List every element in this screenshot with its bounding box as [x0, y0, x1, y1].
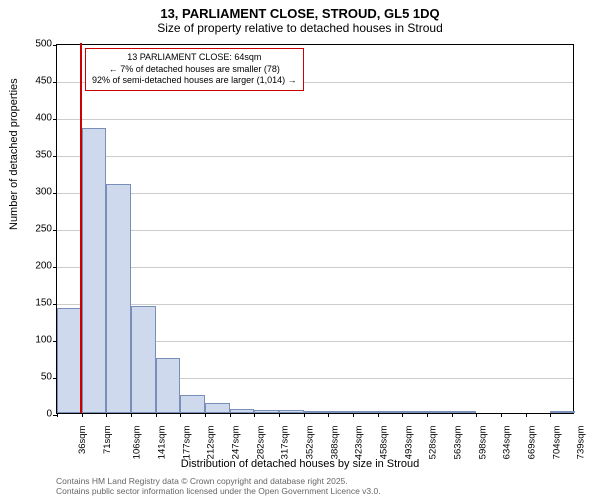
- histogram-bar: [106, 184, 131, 413]
- histogram-bar: [452, 411, 477, 413]
- xtick-label: 212sqm: [206, 426, 217, 460]
- chart-title: 13, PARLIAMENT CLOSE, STROUD, GL5 1DQ: [0, 6, 600, 21]
- ytick-label: 200: [22, 261, 52, 272]
- xtick-label: 739sqm: [576, 426, 587, 460]
- ytick-label: 450: [22, 76, 52, 87]
- ytick-mark: [53, 304, 57, 305]
- histogram-bar: [328, 411, 353, 413]
- xtick-label: 36sqm: [77, 426, 88, 455]
- xtick-label: 458sqm: [378, 426, 389, 460]
- xtick-mark: [353, 413, 354, 417]
- xtick-label: 669sqm: [526, 426, 537, 460]
- xtick-label: 177sqm: [181, 426, 192, 460]
- xtick-label: 598sqm: [477, 426, 488, 460]
- xtick-mark: [402, 413, 403, 417]
- histogram-bar: [82, 128, 107, 413]
- ytick-label: 300: [22, 187, 52, 198]
- ytick-label: 100: [22, 335, 52, 346]
- ytick-label: 350: [22, 150, 52, 161]
- xtick-mark: [550, 413, 551, 417]
- ytick-label: 0: [22, 409, 52, 420]
- xtick-label: 423sqm: [354, 426, 365, 460]
- xtick-label: 352sqm: [304, 426, 315, 460]
- xtick-mark: [476, 413, 477, 417]
- xtick-label: 704sqm: [551, 426, 562, 460]
- marker-line: [80, 43, 82, 413]
- xtick-label: 563sqm: [452, 426, 463, 460]
- histogram-bar: [304, 411, 329, 413]
- histogram-bar: [131, 306, 156, 413]
- ytick-mark: [53, 230, 57, 231]
- callout-line1: 13 PARLIAMENT CLOSE: 64sqm: [92, 52, 297, 64]
- xtick-mark: [304, 413, 305, 417]
- xtick-mark: [230, 413, 231, 417]
- xtick-mark: [501, 413, 502, 417]
- histogram-bar: [205, 403, 230, 413]
- xtick-label: 106sqm: [132, 426, 143, 460]
- histogram-bar: [180, 395, 205, 414]
- gridline: [57, 156, 573, 157]
- xtick-mark: [57, 413, 58, 417]
- xtick-mark: [205, 413, 206, 417]
- ytick-label: 250: [22, 224, 52, 235]
- xtick-label: 634sqm: [502, 426, 513, 460]
- histogram-bar: [254, 410, 279, 413]
- xtick-mark: [452, 413, 453, 417]
- xtick-label: 141sqm: [156, 426, 167, 460]
- y-axis-label: Number of detached properties: [8, 78, 20, 230]
- histogram-bar: [378, 411, 403, 413]
- ytick-mark: [53, 193, 57, 194]
- callout-line2: ← 7% of detached houses are smaller (78): [92, 64, 297, 76]
- xtick-mark: [427, 413, 428, 417]
- ytick-mark: [53, 119, 57, 120]
- xtick-label: 528sqm: [428, 426, 439, 460]
- xtick-mark: [254, 413, 255, 417]
- callout-box: 13 PARLIAMENT CLOSE: 64sqm← 7% of detach…: [85, 48, 304, 91]
- histogram-bar: [230, 409, 255, 413]
- xtick-mark: [156, 413, 157, 417]
- xtick-mark: [378, 413, 379, 417]
- histogram-bar: [57, 308, 82, 413]
- xtick-mark: [131, 413, 132, 417]
- footer-attribution: Contains HM Land Registry data © Crown c…: [56, 476, 381, 496]
- gridline: [57, 193, 573, 194]
- gridline: [57, 119, 573, 120]
- xtick-mark: [526, 413, 527, 417]
- plot-area: 13 PARLIAMENT CLOSE: 64sqm← 7% of detach…: [56, 44, 574, 414]
- chart-subtitle: Size of property relative to detached ho…: [0, 21, 600, 35]
- ytick-label: 400: [22, 113, 52, 124]
- histogram-bar: [353, 411, 378, 413]
- xtick-label: 493sqm: [403, 426, 414, 460]
- histogram-bar: [156, 358, 181, 414]
- histogram-bar: [550, 411, 575, 413]
- ytick-mark: [53, 45, 57, 46]
- xtick-label: 282sqm: [255, 426, 266, 460]
- xtick-label: 317sqm: [280, 426, 291, 460]
- histogram-bar: [402, 411, 427, 413]
- x-axis-label: Distribution of detached houses by size …: [0, 458, 600, 470]
- xtick-mark: [279, 413, 280, 417]
- gridline: [57, 267, 573, 268]
- xtick-mark: [82, 413, 83, 417]
- histogram-bar: [427, 411, 452, 413]
- ytick-mark: [53, 82, 57, 83]
- ytick-mark: [53, 156, 57, 157]
- ytick-label: 150: [22, 298, 52, 309]
- xtick-mark: [106, 413, 107, 417]
- footer-line2: Contains public sector information licen…: [56, 486, 381, 496]
- gridline: [57, 230, 573, 231]
- ytick-label: 500: [22, 39, 52, 50]
- xtick-mark: [180, 413, 181, 417]
- callout-line3: 92% of semi-detached houses are larger (…: [92, 75, 297, 87]
- xtick-label: 247sqm: [230, 426, 241, 460]
- footer-line1: Contains HM Land Registry data © Crown c…: [56, 476, 381, 486]
- xtick-mark: [328, 413, 329, 417]
- histogram-bar: [279, 410, 304, 413]
- ytick-label: 50: [22, 372, 52, 383]
- xtick-label: 71sqm: [102, 426, 113, 455]
- xtick-label: 388sqm: [329, 426, 340, 460]
- ytick-mark: [53, 267, 57, 268]
